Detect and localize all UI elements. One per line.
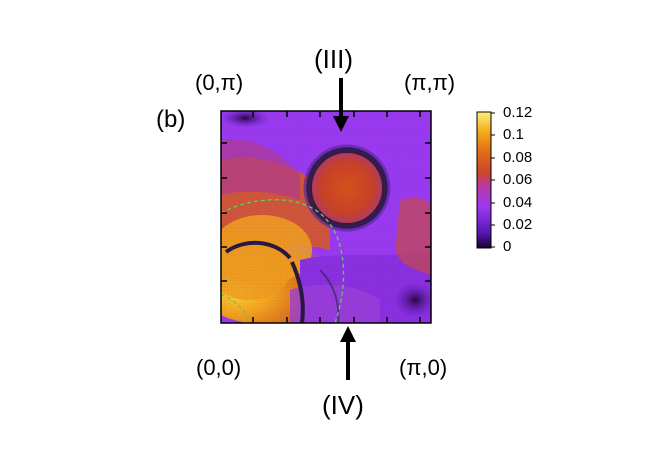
colorbar-tick-label: 0.12 xyxy=(503,104,533,121)
colorbar-tick-label: 0.04 xyxy=(503,194,533,211)
colorbar-tick-label: 0 xyxy=(503,238,512,255)
colorbar-tick-label: 0.06 xyxy=(503,171,533,188)
arrow-label-bottom: (IV) xyxy=(322,390,364,420)
colorbar-tick-label: 0.08 xyxy=(503,149,533,166)
colorbar-tick-label: 0.02 xyxy=(503,216,533,233)
arrow-top xyxy=(333,78,349,132)
corner-label-top-right: (π,π) xyxy=(404,70,456,95)
colorbar-tick-label: 0.1 xyxy=(503,126,524,143)
corner-label-bottom-left: (0,0) xyxy=(196,355,242,380)
plot-frame xyxy=(220,110,432,324)
corner-label-top-left: (0,π) xyxy=(195,70,244,95)
arrow-label-top: (III) xyxy=(314,44,353,74)
panel-label: (b) xyxy=(156,106,186,133)
corner-label-bottom-right: (π,0) xyxy=(399,355,448,380)
arrow-bottom xyxy=(340,326,356,380)
colorbar xyxy=(476,111,495,249)
heatmap-plot xyxy=(221,111,431,323)
